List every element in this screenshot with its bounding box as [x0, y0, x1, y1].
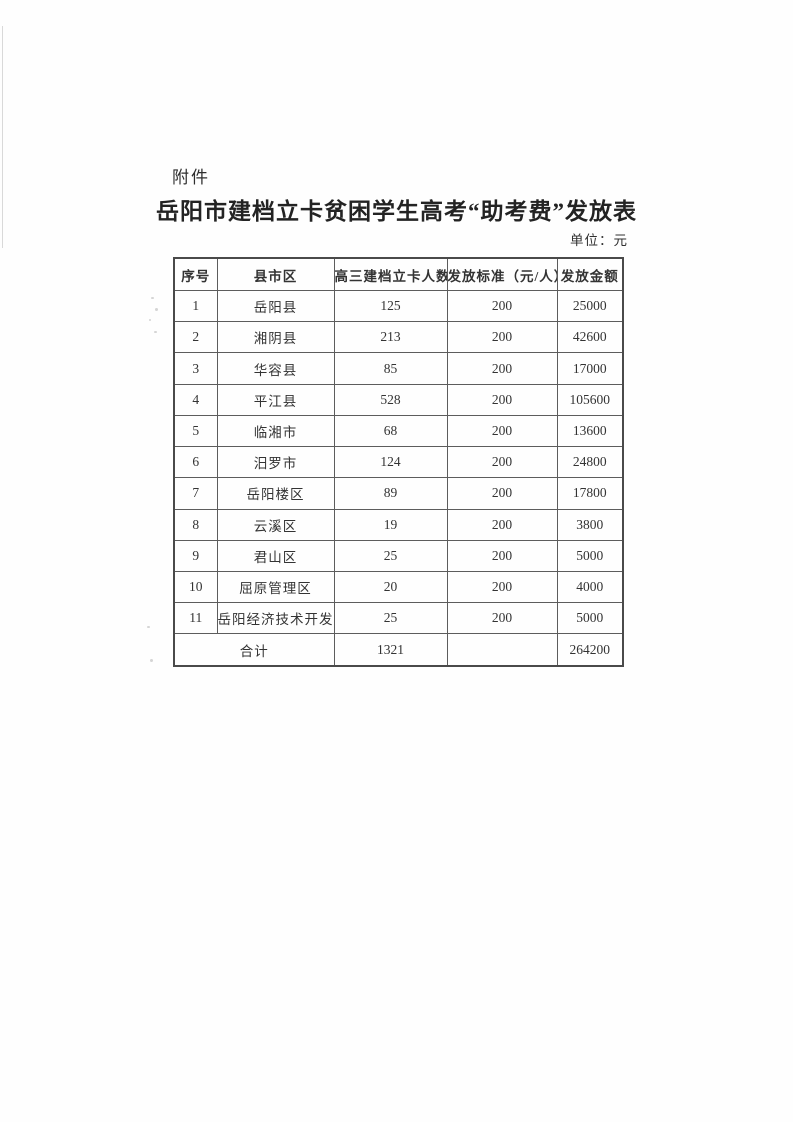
- amount-cell: 5000: [556, 602, 624, 635]
- standard-cell: 200: [446, 352, 558, 385]
- county-cell: 平江县: [216, 383, 335, 416]
- column-header-student-count: 高三建档立卡人数: [333, 257, 448, 291]
- grant-distribution-table: 序号 县市区 高三建档立卡人数 发放标准（元/人） 发放金额 1 岳阳县 125…: [173, 257, 624, 667]
- seq-cell: 3: [173, 352, 218, 385]
- count-cell: 89: [333, 477, 448, 510]
- seq-cell: 2: [173, 321, 218, 354]
- table-row: 10 屈原管理区 20 200 4000: [173, 570, 624, 604]
- amount-cell: 24800: [556, 446, 624, 479]
- table-header: 序号 县市区 高三建档立卡人数 发放标准（元/人） 发放金额: [173, 257, 624, 291]
- county-cell: 湘阴县: [216, 321, 335, 354]
- count-cell: 124: [333, 446, 448, 479]
- table-row: 1 岳阳县 125 200 25000: [173, 289, 624, 323]
- scan-speck: [147, 626, 150, 628]
- standard-cell: 200: [446, 383, 558, 416]
- column-header-county: 县市区: [216, 257, 335, 291]
- count-cell: 25: [333, 539, 448, 572]
- amount-cell: 3800: [556, 508, 624, 541]
- seq-cell: 11: [173, 602, 218, 635]
- column-header-standard: 发放标准（元/人）: [446, 257, 558, 291]
- county-cell: 云溪区: [216, 508, 335, 541]
- seq-cell: 10: [173, 570, 218, 604]
- standard-cell: 200: [446, 602, 558, 635]
- standard-cell: 200: [446, 539, 558, 572]
- county-cell: 临湘市: [216, 414, 335, 448]
- total-count-cell: 1321: [333, 633, 448, 667]
- standard-cell: 200: [446, 289, 558, 323]
- table-row: 5 临湘市 68 200 13600: [173, 414, 624, 448]
- count-cell: 528: [333, 383, 448, 416]
- seq-cell: 4: [173, 383, 218, 416]
- amount-cell: 5000: [556, 539, 624, 572]
- unit-label: 单位：元: [570, 233, 628, 248]
- county-cell: 岳阳经济技术开发区: [216, 602, 335, 635]
- column-header-seq: 序号: [173, 257, 218, 291]
- standard-cell: 200: [446, 321, 558, 354]
- table-row: 3 华容县 85 200 17000: [173, 352, 624, 385]
- table-row: 7 岳阳楼区 89 200 17800: [173, 477, 624, 510]
- scan-speck: [149, 319, 151, 321]
- count-cell: 125: [333, 289, 448, 323]
- amount-cell: 105600: [556, 383, 624, 416]
- scan-speck: [150, 659, 153, 662]
- seq-cell: 8: [173, 508, 218, 541]
- standard-cell: 200: [446, 477, 558, 510]
- standard-cell: 200: [446, 570, 558, 604]
- amount-cell: 13600: [556, 414, 624, 448]
- table-row: 11 岳阳经济技术开发区 25 200 5000: [173, 602, 624, 635]
- table-row: 4 平江县 528 200 105600: [173, 383, 624, 416]
- standard-cell: 200: [446, 414, 558, 448]
- county-cell: 岳阳楼区: [216, 477, 335, 510]
- seq-cell: 7: [173, 477, 218, 510]
- amount-cell: 17000: [556, 352, 624, 385]
- count-cell: 25: [333, 602, 448, 635]
- document-title: 岳阳市建档立卡贫困学生高考“助考费”发放表: [156, 199, 637, 224]
- scan-speck: [155, 308, 158, 311]
- amount-cell: 4000: [556, 570, 624, 604]
- scan-speck: [151, 297, 154, 299]
- count-cell: 20: [333, 570, 448, 604]
- total-standard-cell: [446, 633, 558, 667]
- seq-cell: 1: [173, 289, 218, 323]
- total-amount-cell: 264200: [556, 633, 624, 667]
- seq-cell: 9: [173, 539, 218, 572]
- standard-cell: 200: [446, 446, 558, 479]
- column-header-amount: 发放金额: [556, 257, 624, 291]
- count-cell: 85: [333, 352, 448, 385]
- table-row: 2 湘阴县 213 200 42600: [173, 321, 624, 354]
- table-body: 1 岳阳县 125 200 25000 2 湘阴县 213 200 42600 …: [173, 289, 624, 667]
- amount-cell: 42600: [556, 321, 624, 354]
- table-row: 9 君山区 25 200 5000: [173, 539, 624, 572]
- county-cell: 汨罗市: [216, 446, 335, 479]
- total-row: 合计 1321 264200: [173, 633, 624, 667]
- table-row: 8 云溪区 19 200 3800: [173, 508, 624, 541]
- amount-cell: 17800: [556, 477, 624, 510]
- county-cell: 屈原管理区: [216, 570, 335, 604]
- county-cell: 君山区: [216, 539, 335, 572]
- seq-cell: 5: [173, 414, 218, 448]
- standard-cell: 200: [446, 508, 558, 541]
- attachment-label: 附件: [172, 168, 210, 187]
- scan-speck: [154, 331, 157, 333]
- count-cell: 68: [333, 414, 448, 448]
- county-cell: 岳阳县: [216, 289, 335, 323]
- county-cell: 华容县: [216, 352, 335, 385]
- table-row: 6 汨罗市 124 200 24800: [173, 446, 624, 479]
- amount-cell: 25000: [556, 289, 624, 323]
- seq-cell: 6: [173, 446, 218, 479]
- count-cell: 19: [333, 508, 448, 541]
- scan-edge-artifact: [2, 26, 3, 248]
- total-label-cell: 合计: [173, 633, 335, 667]
- count-cell: 213: [333, 321, 448, 354]
- header-row: 序号 县市区 高三建档立卡人数 发放标准（元/人） 发放金额: [173, 257, 624, 291]
